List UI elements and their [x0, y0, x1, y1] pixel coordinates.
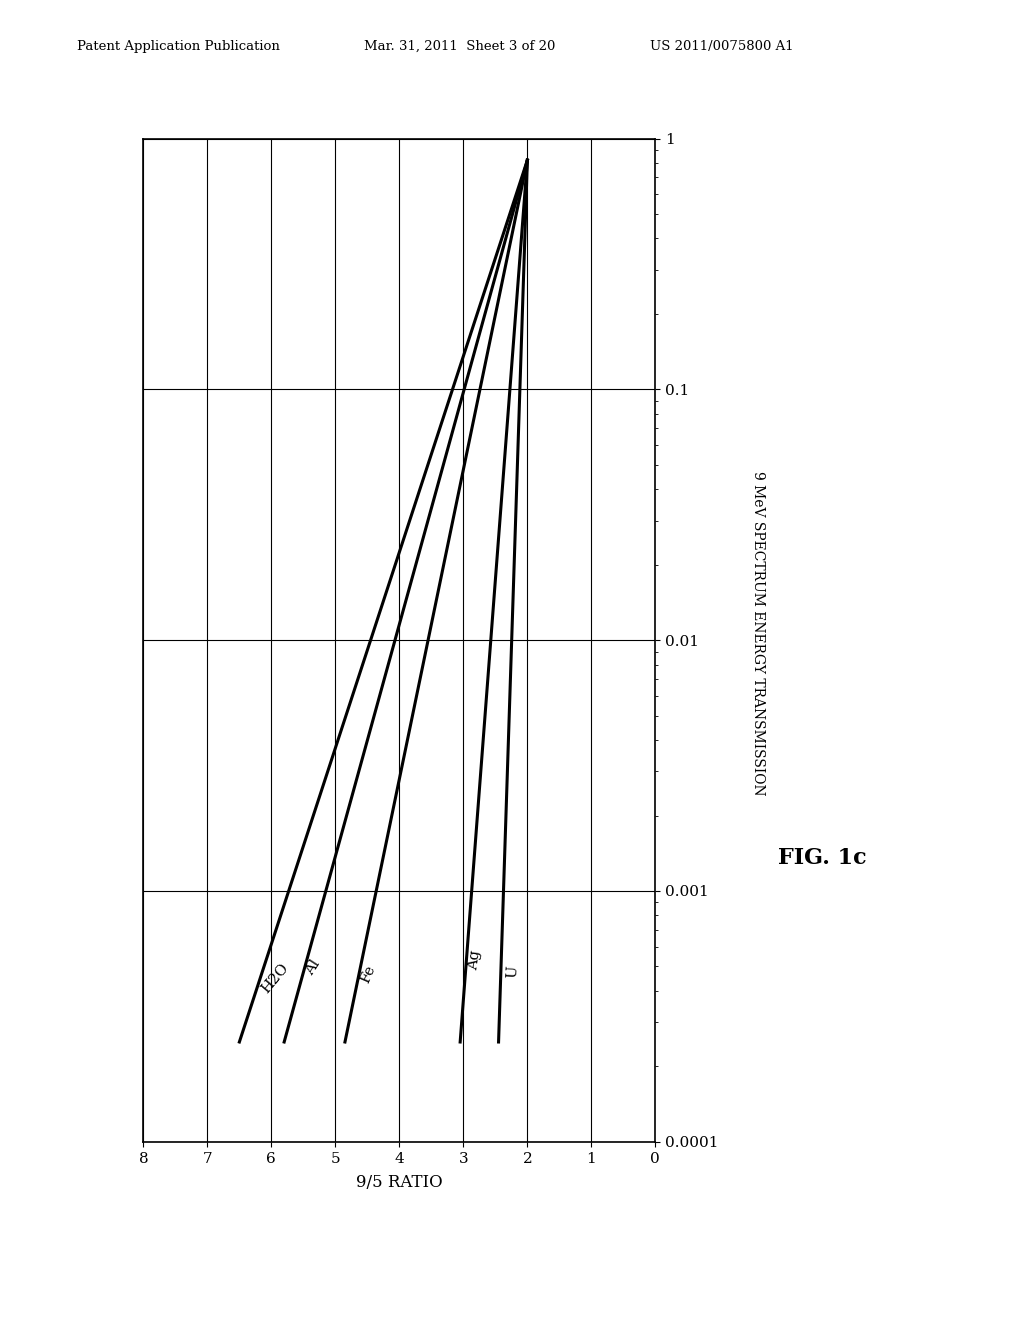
Text: Mar. 31, 2011  Sheet 3 of 20: Mar. 31, 2011 Sheet 3 of 20 [364, 40, 555, 53]
Text: US 2011/0075800 A1: US 2011/0075800 A1 [650, 40, 794, 53]
X-axis label: 9/5 RATIO: 9/5 RATIO [356, 1173, 442, 1191]
Text: Ag: Ag [467, 949, 483, 972]
Text: Fe: Fe [357, 964, 378, 986]
Text: FIG. 1c: FIG. 1c [778, 847, 867, 869]
Text: 9 MeV SPECTRUM ENERGY TRANSMISSION: 9 MeV SPECTRUM ENERGY TRANSMISSION [751, 471, 765, 796]
Text: U: U [505, 965, 519, 978]
Text: H2O: H2O [258, 961, 291, 997]
Text: Patent Application Publication: Patent Application Publication [77, 40, 280, 53]
Text: Al: Al [303, 957, 324, 978]
